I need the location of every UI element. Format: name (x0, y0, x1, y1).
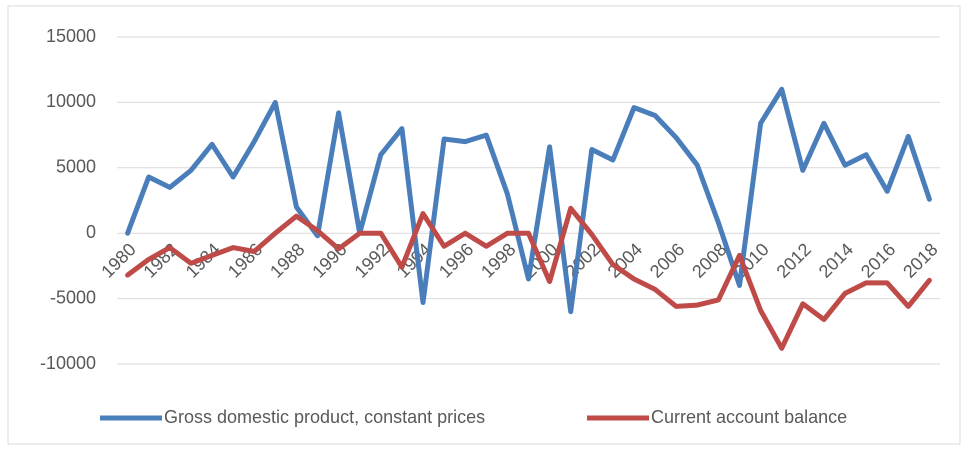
y-tick-label: -5000 (50, 287, 96, 307)
y-tick-label: 10000 (46, 91, 96, 111)
y-tick-label: 15000 (46, 26, 96, 46)
legend-label: Gross domestic product, constant prices (164, 407, 485, 427)
y-tick-label: -10000 (40, 353, 96, 373)
data-line (125, 86, 932, 315)
data-line (125, 205, 932, 351)
legend-label: Current account balance (651, 407, 847, 427)
y-tick-label: 0 (86, 222, 96, 242)
chart-frame (7, 5, 961, 445)
y-tick-label: 5000 (56, 157, 96, 177)
